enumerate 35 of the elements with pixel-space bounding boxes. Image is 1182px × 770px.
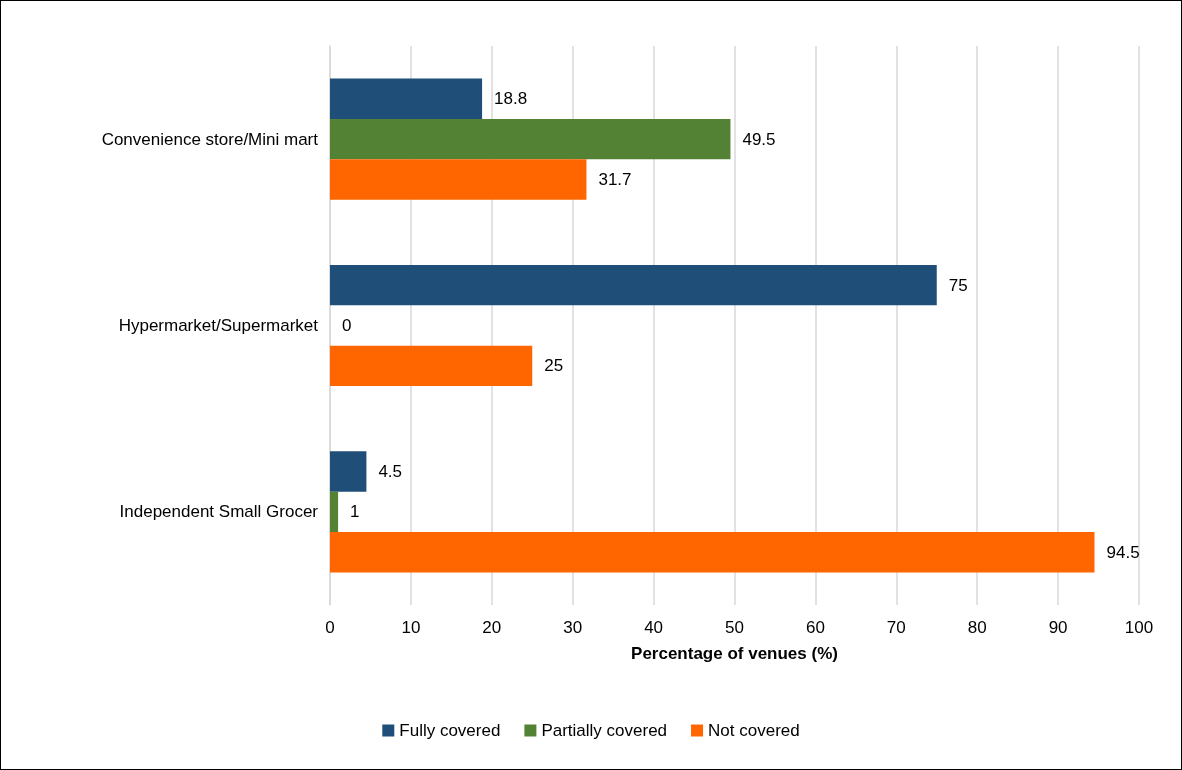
- y-tick-label: Convenience store/Mini mart: [101, 129, 319, 149]
- data-label: 1: [350, 502, 360, 522]
- x-tick-label: 20: [482, 618, 502, 637]
- data-label: 25: [544, 356, 564, 376]
- x-tick-label: 60: [805, 618, 825, 637]
- legend-label: Fully covered: [399, 721, 501, 740]
- bar: [330, 78, 483, 119]
- bar: [330, 532, 1095, 573]
- x-tick-label: 80: [967, 618, 987, 637]
- x-tick-label: 30: [563, 618, 583, 637]
- y-tick-label: Hypermarket/Supermarket: [118, 316, 319, 335]
- data-label: 49.5: [742, 129, 776, 149]
- x-tick-label: 0: [325, 618, 335, 637]
- legend-label: Not covered: [708, 721, 800, 740]
- bar: [330, 451, 367, 492]
- data-label: 75: [948, 275, 968, 295]
- data-label: 4.5: [378, 461, 403, 481]
- data-label: 0: [342, 316, 352, 335]
- bar: [330, 345, 533, 387]
- legend-label: Partially covered: [541, 721, 668, 740]
- x-tick-label: 70: [886, 618, 906, 637]
- x-tick-label: 10: [401, 618, 421, 637]
- y-tick-label: Independent Small Grocer: [119, 502, 319, 522]
- data-label: 31.7: [598, 170, 632, 190]
- x-tick-label: 50: [725, 618, 744, 637]
- x-tick-label: 100: [1124, 618, 1154, 637]
- bar: [330, 118, 731, 160]
- bar: [330, 264, 937, 306]
- data-label: 18.8: [494, 89, 528, 109]
- bar: [330, 159, 587, 200]
- x-tick-label: 90: [1048, 618, 1068, 637]
- x-tick-label: 40: [644, 618, 664, 637]
- x-axis-title: Percentage of venues (%): [631, 644, 838, 663]
- data-label: 94.5: [1106, 542, 1140, 562]
- bar: [330, 491, 339, 533]
